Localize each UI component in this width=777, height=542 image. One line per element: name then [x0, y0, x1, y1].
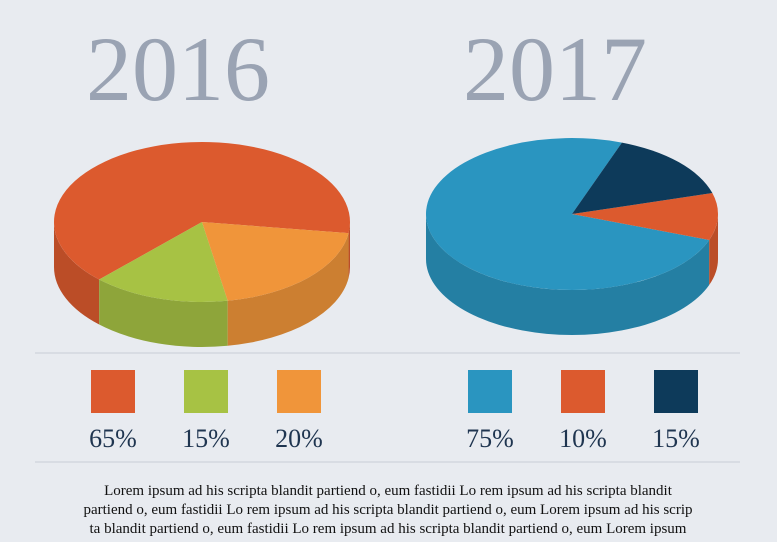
pie-slice: [426, 138, 710, 290]
footer-line: partiend o, eum fastidii Lo rem ipsum ad…: [83, 502, 692, 518]
slice-side: [227, 233, 349, 346]
legend-swatch: [277, 370, 321, 413]
legend-swatch: [468, 370, 512, 413]
slice-side: [99, 279, 228, 347]
value-label: 65%: [89, 424, 137, 453]
footer-line: Lorem ipsum ad his scripta blandit parti…: [104, 483, 673, 499]
value-label: 20%: [275, 424, 323, 453]
pie-slice: [202, 222, 349, 301]
legend-swatch: [654, 370, 698, 413]
pie-slice: [99, 222, 228, 302]
pie-slice: [572, 142, 713, 214]
value-label: 75%: [466, 424, 514, 453]
legend-swatch: [184, 370, 228, 413]
value-label: 15%: [182, 424, 230, 453]
legend-swatch: [561, 370, 605, 413]
value-label: 10%: [559, 424, 607, 453]
slice-side: [426, 214, 710, 336]
chart-title: 2017: [463, 18, 647, 120]
legend-swatch: [91, 370, 135, 413]
chart-title: 2016: [86, 18, 270, 120]
value-label: 15%: [652, 424, 700, 453]
slice-side: [53, 222, 100, 325]
slice-side: [709, 214, 718, 285]
pie-slice: [572, 193, 719, 240]
pie-slice: [53, 141, 350, 280]
slice-side: [348, 222, 350, 279]
footer-line: ta blandit partiend o, eum fastidii Lo r…: [90, 521, 687, 537]
